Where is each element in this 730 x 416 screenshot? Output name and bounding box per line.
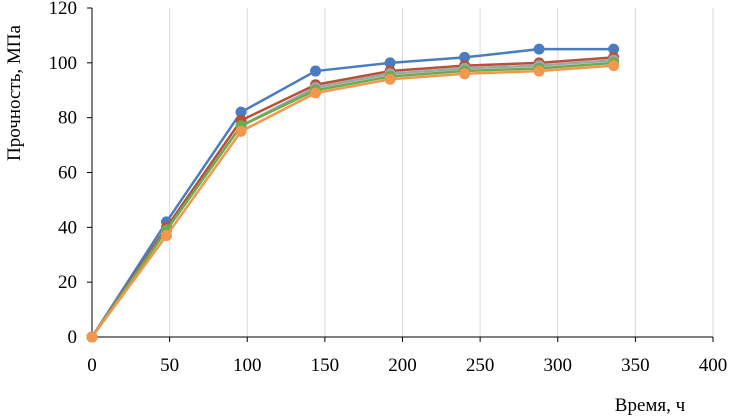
series-4-line	[90, 61, 614, 338]
y-tick-label: 100	[49, 53, 78, 74]
series-3-line	[90, 58, 614, 338]
series-1-point	[533, 43, 545, 55]
series-1-line	[90, 47, 614, 338]
series-5-point	[310, 87, 322, 99]
series-1-point	[310, 65, 322, 77]
x-tick-label: 250	[466, 355, 495, 376]
series-5-point	[608, 60, 620, 72]
series-4	[86, 57, 620, 343]
axes	[87, 7, 714, 342]
series-5-point	[384, 73, 396, 85]
x-axis-title: Время, ч	[615, 395, 686, 416]
series-5-line	[90, 64, 614, 338]
gridlines	[169, 8, 714, 337]
x-tick-label: 200	[388, 355, 417, 376]
series-5-point	[235, 125, 247, 137]
x-tick-label: 50	[160, 355, 179, 376]
series-group	[86, 43, 620, 343]
series-1-point	[235, 106, 247, 118]
x-tick-label: 350	[621, 355, 650, 376]
x-tick-label: 400	[699, 355, 728, 376]
series-1-point	[384, 57, 396, 69]
y-tick-label: 40	[58, 217, 77, 238]
series-5-point	[459, 68, 471, 80]
y-tick-label: 120	[49, 0, 78, 19]
series-2-line	[90, 56, 614, 338]
x-tick-label: 100	[233, 355, 262, 376]
series-1-point	[459, 51, 471, 63]
series-5-point	[86, 331, 98, 343]
x-tick-label: 0	[87, 355, 97, 376]
series-3	[86, 54, 620, 343]
series-2	[86, 51, 620, 343]
y-tick-label: 60	[58, 163, 77, 184]
y-tick-label: 80	[58, 108, 77, 129]
x-tick-label: 150	[311, 355, 340, 376]
series-1	[86, 43, 620, 343]
tick-labels: 0 20 40 60 80 100 120 0 50 100 150 200 250 300 350 400	[49, 0, 728, 376]
x-tick-label: 300	[544, 355, 573, 376]
y-tick-label: 20	[58, 272, 77, 293]
y-axis-title: Прочность, МПа	[4, 25, 25, 161]
series-5-point	[161, 230, 173, 242]
series-1-point	[608, 43, 620, 55]
y-tick-label: 0	[68, 327, 78, 348]
series-5	[86, 60, 620, 343]
series-5-point	[533, 65, 545, 77]
